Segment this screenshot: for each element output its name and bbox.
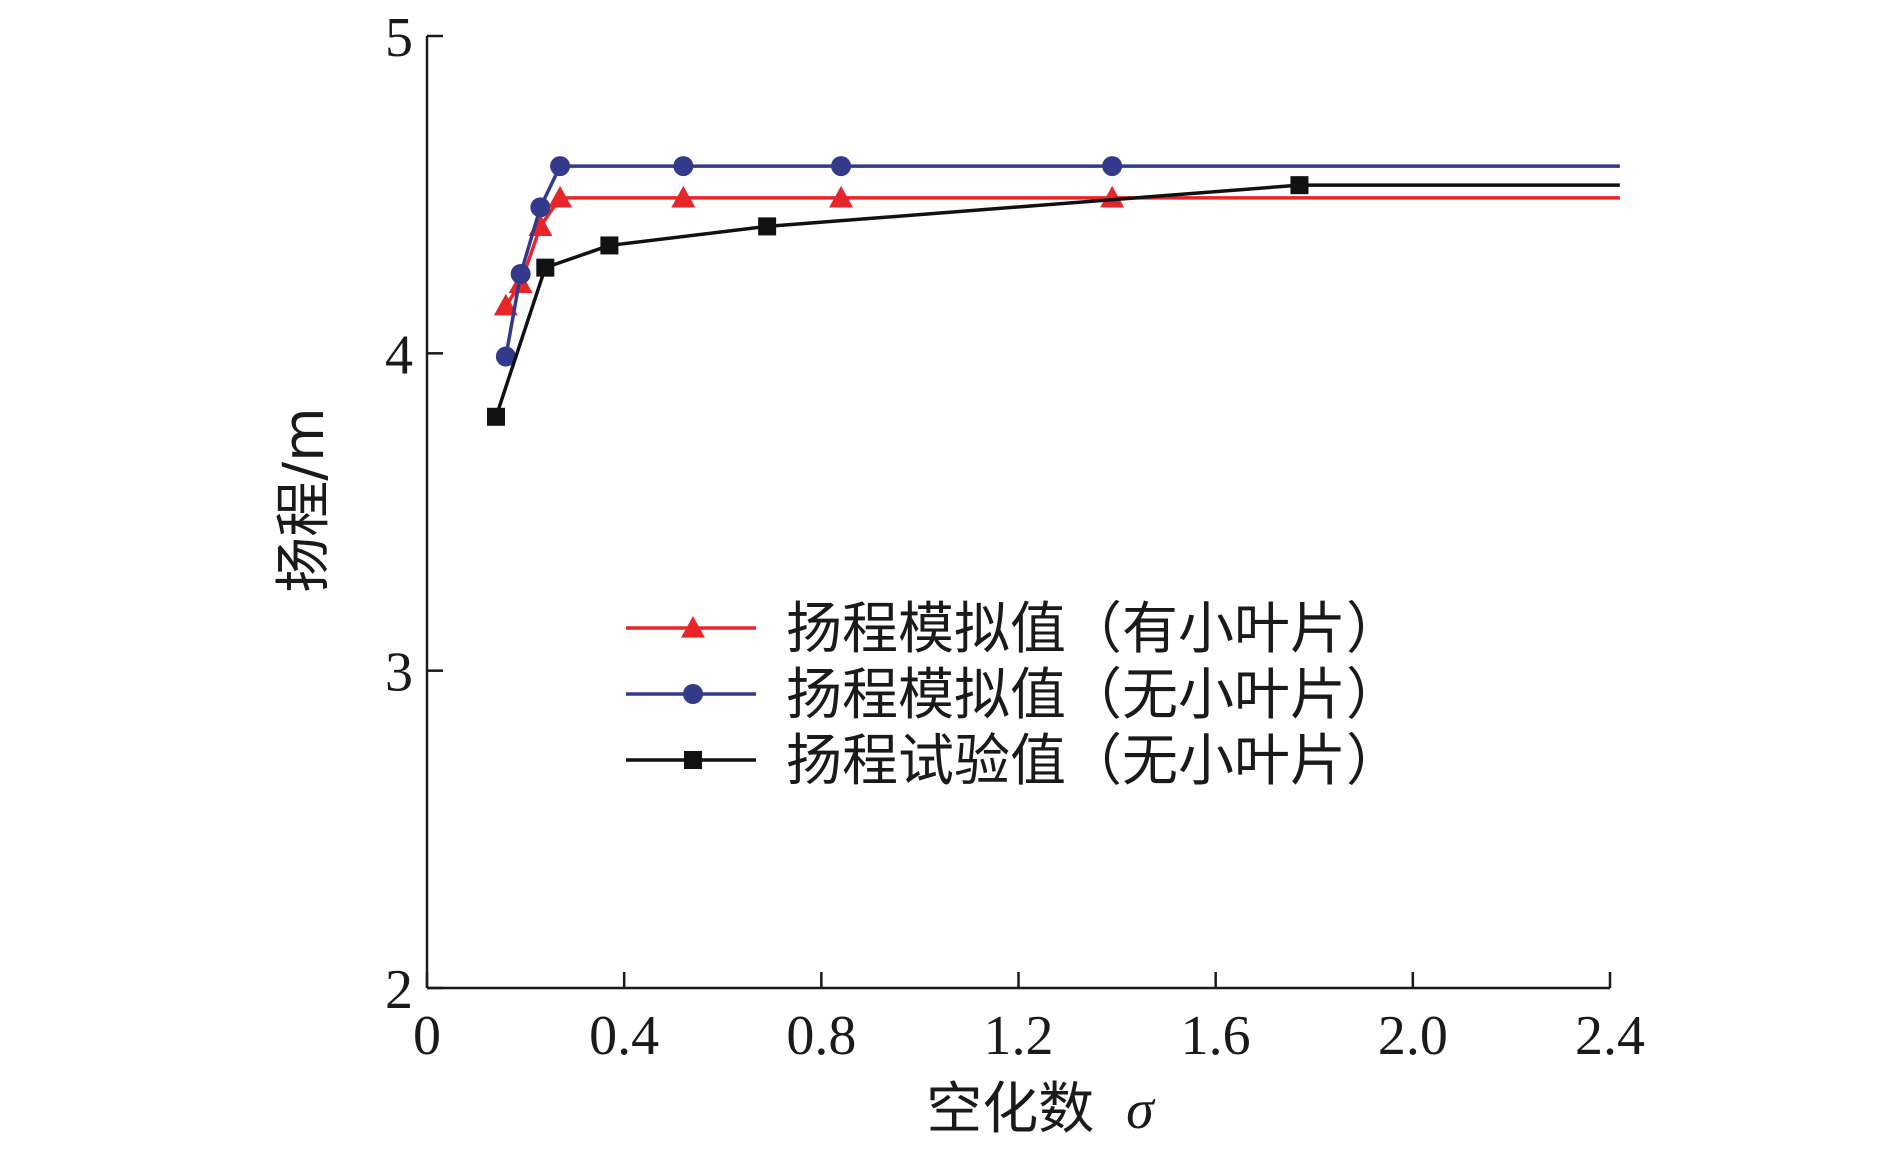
data-point [1102, 156, 1123, 177]
x-tick-label: 1.6 [1181, 1005, 1251, 1067]
series-line [494, 183, 1620, 418]
x-tick-label: 1.2 [984, 1005, 1054, 1067]
y-tick-label: 5 [385, 7, 413, 69]
data-point [550, 156, 571, 177]
data-point [673, 156, 694, 177]
y-tick-label: 3 [385, 642, 413, 704]
series-layer [487, 156, 1620, 426]
y-axis-title: 扬程/m [272, 407, 337, 592]
data-point [510, 264, 531, 284]
x-tick-label: 0 [413, 1005, 441, 1067]
data-point [831, 156, 852, 177]
data-point [493, 293, 518, 316]
x-tick-label: 0.8 [786, 1005, 856, 1067]
data-point [1290, 176, 1309, 195]
legend-marker [683, 684, 703, 704]
x-tick-label: 2.0 [1378, 1005, 1448, 1067]
data-point [548, 185, 573, 208]
x-axis-title: 空化数 σ [926, 1077, 1156, 1142]
legend-item: 扬程模拟值（有小叶片） [626, 597, 1402, 662]
legend-marker [681, 616, 705, 638]
legend-label: 扬程试验值（无小叶片） [786, 729, 1402, 794]
data-point [600, 236, 619, 255]
data-point [495, 346, 516, 367]
legend-item: 扬程模拟值（无小叶片） [626, 663, 1402, 728]
series-line [504, 164, 1620, 357]
data-point [829, 185, 854, 208]
data-point [1100, 185, 1125, 208]
data-point [536, 258, 555, 277]
series-experimental-without-splitter [487, 176, 1620, 426]
x-axis-title-symbol: σ [1126, 1079, 1156, 1141]
data-point [487, 407, 506, 426]
y-tick-label: 4 [385, 324, 413, 386]
data-point [758, 217, 777, 236]
x-tick-label: 0.4 [589, 1005, 659, 1067]
legend-item: 扬程试验值（无小叶片） [626, 729, 1402, 794]
data-point [530, 197, 551, 218]
legend-marker [684, 751, 702, 769]
series-simulated-without-splitter [495, 156, 1620, 367]
legend-label: 扬程模拟值（无小叶片） [786, 663, 1402, 728]
legend-label: 扬程模拟值（有小叶片） [786, 597, 1402, 662]
x-axis-title-text: 空化数 [926, 1077, 1094, 1142]
data-point [671, 185, 696, 208]
legend: 扬程模拟值（有小叶片）扬程模拟值（无小叶片）扬程试验值（无小叶片） [626, 597, 1402, 794]
y-tick-label: 2 [385, 959, 413, 1021]
axes: 0 0.4 0.8 1.2 1.6 2.0 2.4 2 3 4 5 [385, 7, 1645, 1067]
x-tick-label: 2.4 [1575, 1005, 1645, 1067]
series-line [504, 196, 1620, 307]
